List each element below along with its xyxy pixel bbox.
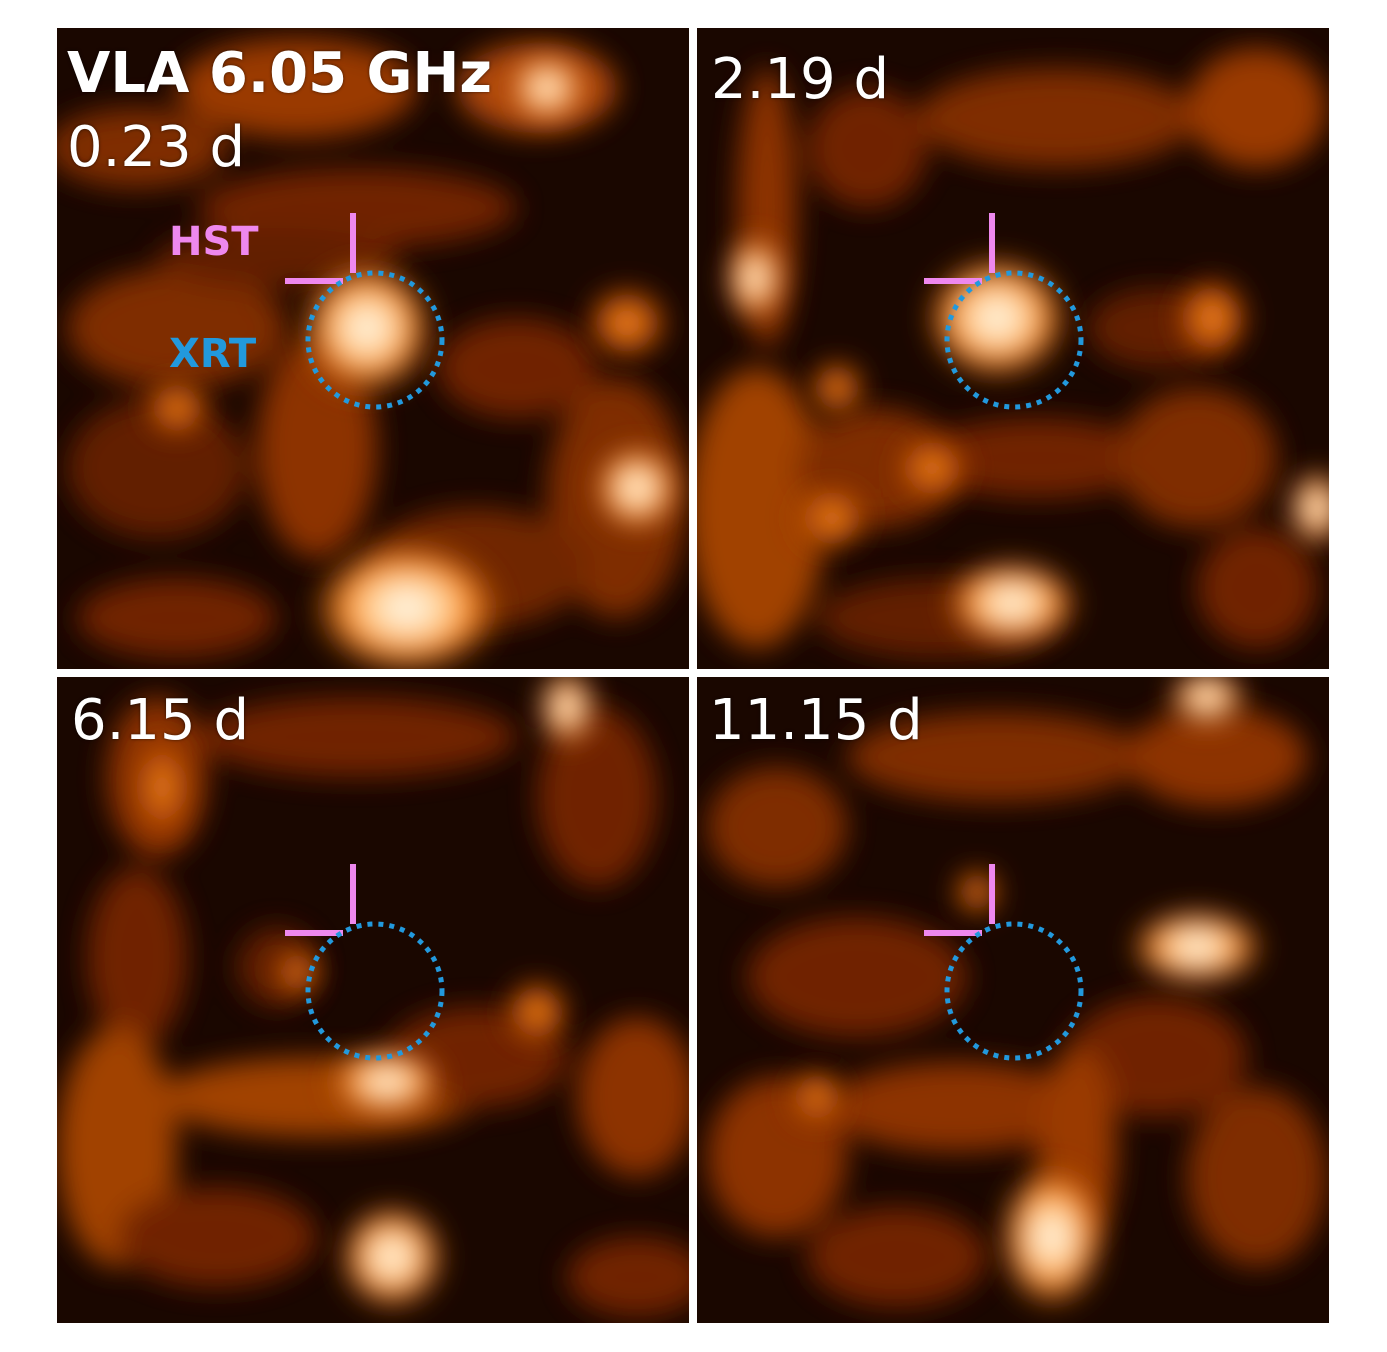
radio-map-3: [57, 677, 689, 1323]
xrt-label: XRT: [169, 331, 257, 377]
epoch-label: 6.15 d: [71, 688, 250, 753]
instrument-label: VLA 6.05 GHz: [67, 41, 492, 106]
radio-map-4: [697, 677, 1329, 1323]
epoch-label: 0.23 d: [67, 115, 246, 180]
radio-map-2: [697, 28, 1329, 669]
epoch-label: 11.15 d: [709, 688, 923, 753]
epoch-label: 2.19 d: [711, 47, 890, 112]
panel-epoch-2: 2.19 d: [697, 28, 1329, 669]
panel-epoch-1: VLA 6.05 GHz 0.23 d HST XRT: [57, 28, 689, 669]
panel-epoch-3: 6.15 d: [57, 677, 689, 1323]
hst-label: HST: [169, 219, 259, 265]
panel-epoch-4: 11.15 d: [697, 677, 1329, 1323]
